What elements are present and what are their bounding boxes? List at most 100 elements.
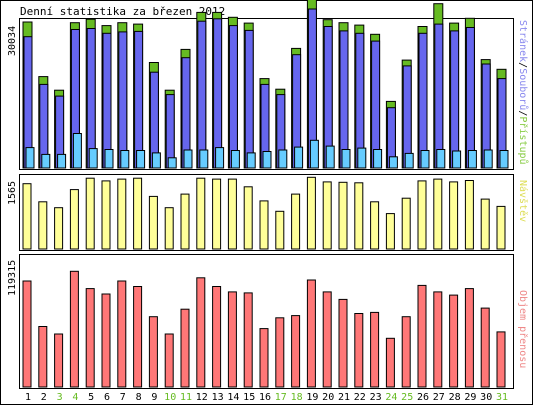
bar-pages-day-3 <box>57 153 67 169</box>
bar-files-day-29 <box>465 27 475 169</box>
bar-traffic-day-3 <box>54 333 64 388</box>
ymax-label-traffic: 119315 <box>7 260 18 296</box>
bar-visits-day-24 <box>385 213 395 250</box>
x-tick-day-8: 8 <box>136 392 142 403</box>
bar-pages-day-9 <box>151 152 161 169</box>
bar-traffic-day-6 <box>101 293 111 388</box>
bar-pages-day-27 <box>436 149 446 169</box>
bar-traffic-day-8 <box>133 286 143 388</box>
bar-pages-day-28 <box>452 150 462 169</box>
bar-traffic-day-26 <box>417 284 427 388</box>
bar-files-day-27 <box>434 23 444 169</box>
x-tick-day-9: 9 <box>151 392 157 403</box>
x-tick-day-3: 3 <box>57 392 63 403</box>
x-tick-day-7: 7 <box>120 392 126 403</box>
bar-pages-day-30 <box>483 149 493 169</box>
bar-pages-day-26 <box>420 150 430 169</box>
x-tick-day-4: 4 <box>72 392 78 403</box>
bar-pages-day-1 <box>25 147 35 169</box>
bar-visits-day-4 <box>69 189 79 250</box>
bar-traffic-day-9 <box>148 316 158 388</box>
bar-pages-day-8 <box>136 150 146 169</box>
bar-visits-day-7 <box>117 178 127 250</box>
bar-pages-day-10 <box>167 157 177 169</box>
bar-visits-day-23 <box>370 201 380 250</box>
x-tick-day-29: 29 <box>464 392 476 403</box>
ymax-label-visits: 1565 <box>7 181 18 205</box>
bar-visits-day-21 <box>338 181 348 250</box>
bar-traffic-day-15 <box>243 292 253 388</box>
bar-files-day-7 <box>118 31 128 169</box>
bar-visits-day-16 <box>259 200 269 250</box>
bar-pages-day-22 <box>357 147 367 169</box>
bar-pages-day-4 <box>72 133 82 169</box>
bar-traffic-day-24 <box>385 337 395 388</box>
bar-traffic-day-2 <box>38 326 48 388</box>
bar-visits-day-9 <box>148 195 158 250</box>
bar-traffic-day-29 <box>464 288 474 388</box>
x-tick-day-27: 27 <box>433 392 445 403</box>
x-tick-day-31: 31 <box>496 392 508 403</box>
x-tick-day-21: 21 <box>338 392 350 403</box>
bar-visits-day-18 <box>291 193 301 250</box>
bar-pages-day-18 <box>294 146 304 169</box>
bar-pages-day-2 <box>41 153 51 169</box>
bar-pages-day-24 <box>388 156 398 169</box>
legend-visits: Návštěv <box>517 180 529 222</box>
bar-pages-day-25 <box>404 152 414 169</box>
bar-traffic-day-17 <box>275 317 285 388</box>
x-tick-day-17: 17 <box>275 392 287 403</box>
bar-traffic-day-18 <box>291 315 301 388</box>
chart-title: Denní statistika za březen 2012 <box>20 5 225 18</box>
bar-pages-day-21 <box>341 149 351 169</box>
bars-layer <box>22 0 509 388</box>
bar-files-day-23 <box>371 40 381 169</box>
x-tick-day-12: 12 <box>196 392 208 403</box>
bar-traffic-day-5 <box>85 288 95 388</box>
bar-files-day-13 <box>213 18 223 169</box>
legend-hits-pages: Stránek <box>517 20 529 62</box>
bar-pages-day-15 <box>246 152 256 169</box>
bar-traffic-day-13 <box>212 286 222 388</box>
x-tick-day-23: 23 <box>370 392 382 403</box>
bar-pages-day-20 <box>325 145 335 169</box>
x-tick-day-30: 30 <box>480 392 492 403</box>
bar-traffic-day-22 <box>354 313 364 388</box>
bar-files-day-21 <box>339 30 349 169</box>
bar-traffic-day-4 <box>69 270 79 388</box>
bar-traffic-day-30 <box>480 307 490 388</box>
x-tick-day-15: 15 <box>243 392 255 403</box>
bar-traffic-day-10 <box>164 333 174 388</box>
legend-visits-label: Návštěv <box>517 180 529 222</box>
bar-visits-day-6 <box>101 180 111 250</box>
bar-traffic-day-27 <box>433 291 443 388</box>
x-tick-day-26: 26 <box>417 392 429 403</box>
bar-visits-day-27 <box>433 178 443 250</box>
bar-visits-day-22 <box>354 182 364 250</box>
bar-pages-day-11 <box>183 149 193 169</box>
x-tick-day-22: 22 <box>354 392 366 403</box>
bar-visits-day-30 <box>480 198 490 250</box>
bar-traffic-day-12 <box>196 277 206 388</box>
bar-pages-day-17 <box>278 149 288 169</box>
bar-pages-day-23 <box>373 149 383 169</box>
x-tick-day-6: 6 <box>104 392 110 403</box>
bar-visits-day-10 <box>164 207 174 250</box>
bar-pages-day-19 <box>309 139 319 169</box>
bar-visits-day-20 <box>322 181 332 250</box>
x-tick-day-5: 5 <box>88 392 94 403</box>
bar-visits-day-25 <box>401 197 411 250</box>
x-axis-day-labels: 1 2 3 4 5 6 7 8 9 10 11 12 13 14 15 16 17 18 19 20 21 22 23 24 2… <box>25 392 508 403</box>
bar-visits-day-26 <box>417 180 427 250</box>
bar-pages-day-13 <box>215 147 225 169</box>
x-tick-day-20: 20 <box>322 392 334 403</box>
legend-traffic: Objem přenosu <box>517 290 529 368</box>
bar-files-day-14 <box>228 25 238 169</box>
bar-visits-day-1 <box>22 183 32 250</box>
bar-traffic-day-31 <box>496 331 506 388</box>
bar-visits-day-19 <box>306 176 316 250</box>
bar-visits-day-28 <box>449 181 459 250</box>
bar-files-day-28 <box>450 30 460 169</box>
bar-files-day-12 <box>197 20 207 169</box>
